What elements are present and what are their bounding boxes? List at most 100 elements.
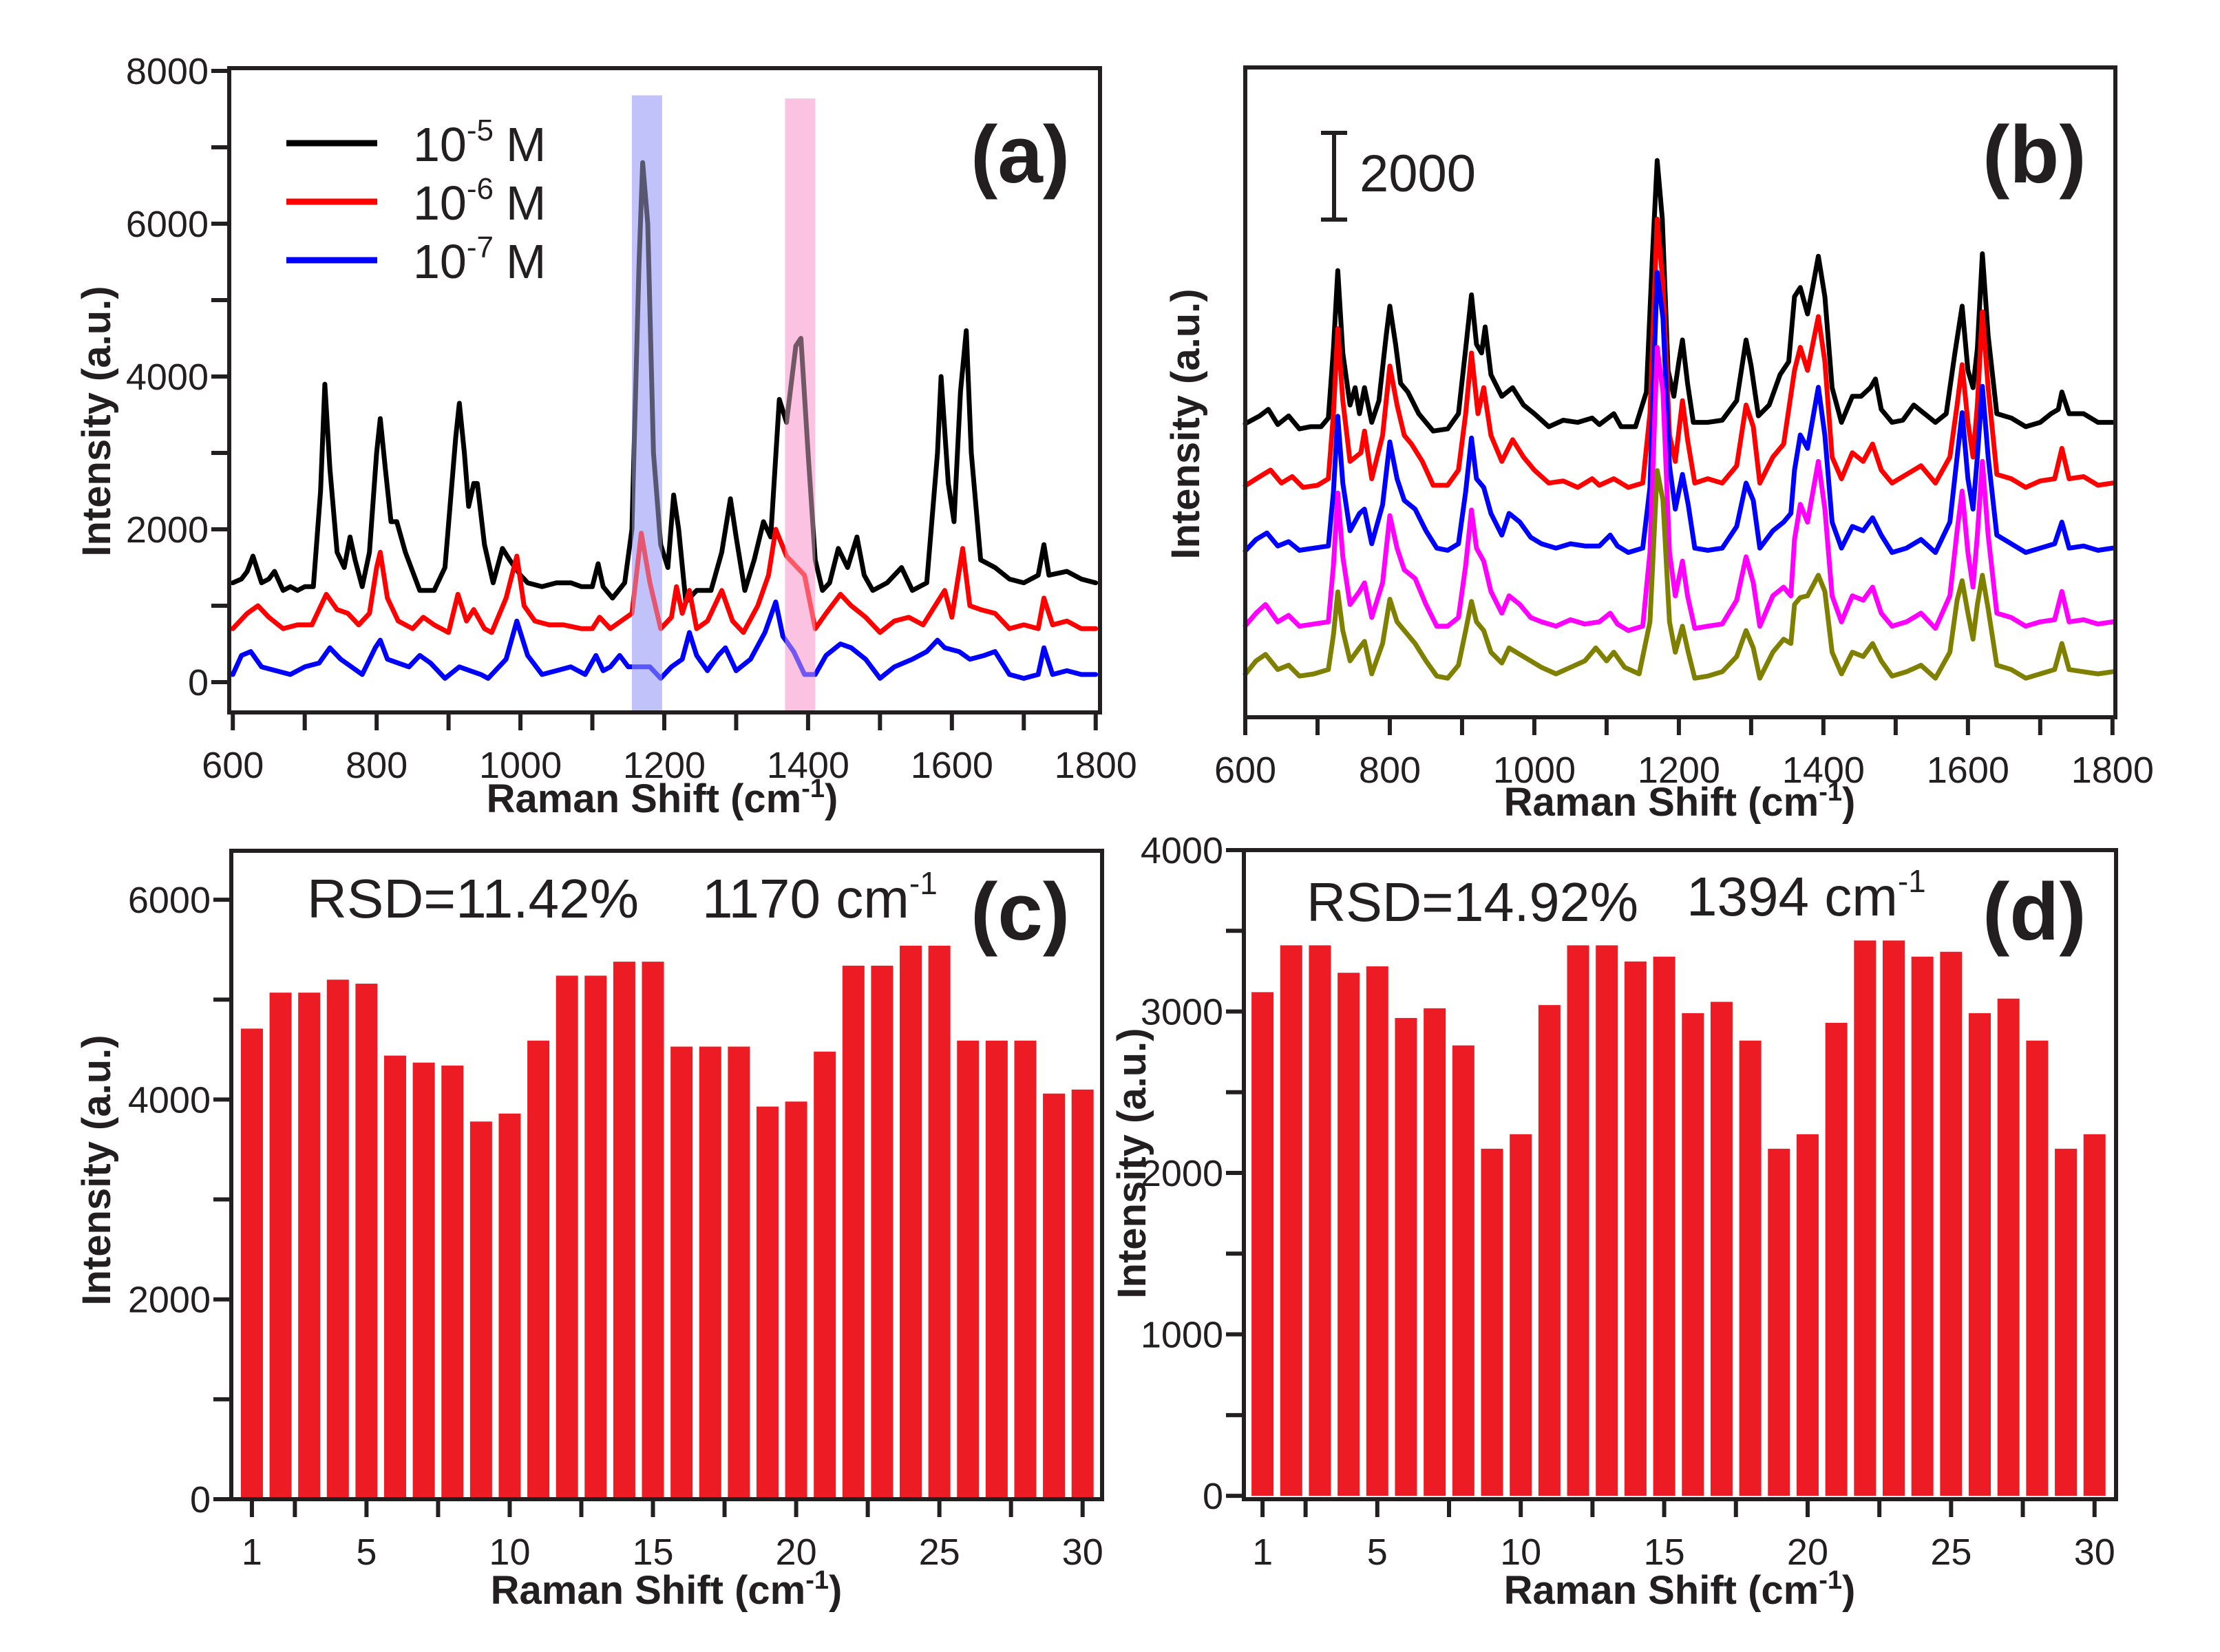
legend-label-exponent: -7	[467, 231, 494, 264]
bar-25	[928, 945, 951, 1499]
panel-a: 600 800 1000 1200 1400 1600 1800 0 2000 4000 6000 8…	[74, 51, 1137, 821]
highlight-band-overlay-1	[631, 95, 662, 713]
bar-12	[1567, 945, 1589, 1496]
panel-label: (a)	[971, 109, 1070, 200]
x-tick-label: 1	[1252, 1532, 1273, 1573]
legend-label-1: 10-5 M	[413, 114, 546, 171]
bar-22	[1854, 940, 1877, 1496]
bar-13	[584, 975, 607, 1499]
y-tick-label: 4000	[128, 1079, 211, 1121]
spectrum-trace-5	[1243, 468, 2115, 681]
x-axis-title-sup: -1	[805, 1566, 829, 1595]
spectrum-trace-1	[230, 160, 1099, 604]
bar-16	[1682, 1013, 1704, 1496]
x-tick-label: 25	[919, 1532, 960, 1573]
bar-17	[1710, 1002, 1733, 1496]
spectrum-trace-3	[1243, 270, 2115, 555]
legend-label-2: 10-6 M	[413, 172, 546, 230]
panel-b: 600 800 1000 1200 1400 1600 1800 2000 (b) Inte…	[1163, 65, 2154, 825]
y-tick-label: 6000	[128, 880, 211, 921]
x-tick-label: 5	[356, 1532, 377, 1573]
bar-23	[1882, 940, 1905, 1496]
x-axis-title-end: )	[1842, 1568, 1855, 1613]
x-tick-label: 30	[2074, 1532, 2115, 1573]
legend-label-exponent: -5	[467, 114, 494, 147]
bar-5	[1366, 966, 1388, 1496]
y-axis-title: Intensity (a.u.)	[1110, 1028, 1154, 1298]
spectrum-trace-1	[1243, 158, 2115, 434]
legend: 10-5 M10-6 M10-7 M	[286, 114, 546, 288]
rsd-annotation: RSD=14.92%	[1307, 871, 1638, 933]
bars	[1251, 940, 2106, 1496]
legend-label-3: 10-7 M	[413, 231, 546, 288]
panel-label: (b)	[1983, 109, 2086, 200]
x-tick-label: 30	[1062, 1532, 1103, 1573]
bar-11	[527, 1040, 550, 1499]
y-tick-label: 4000	[1141, 830, 1223, 871]
scale-bar: 2000	[1321, 131, 1476, 222]
peak-annotation-sup: -1	[909, 865, 938, 901]
bar-19	[756, 1106, 779, 1499]
y-axis-title: Intensity (a.u.)	[74, 1035, 119, 1305]
bar-21	[1825, 1022, 1848, 1496]
bar-16	[670, 1046, 693, 1499]
legend-label-base: 10	[413, 118, 467, 171]
bar-20	[1796, 1134, 1819, 1496]
x-tick-label: 1000	[479, 745, 562, 786]
bar-19	[1768, 1148, 1790, 1496]
bar-13	[1596, 945, 1618, 1496]
bar-8	[1452, 1045, 1474, 1496]
peak-annotation-main: 1394 cm	[1687, 866, 1898, 927]
bar-15	[642, 962, 664, 1499]
bar-5	[355, 984, 378, 1499]
x-axis-title: Raman Shift (cm-1)	[1504, 1566, 1856, 1613]
x-tick-label: 10	[1500, 1532, 1541, 1573]
bar-29	[2055, 1148, 2078, 1496]
axes: 600 800 1000 1200 1400 1600 1800	[1214, 65, 2154, 791]
y-tick-label: 2000	[1141, 1153, 1223, 1194]
peak-annotation-sup: -1	[1898, 863, 1926, 899]
bar-8	[441, 1066, 464, 1499]
x-tick-label: 1400	[1782, 750, 1865, 791]
bar-17	[699, 1046, 721, 1499]
y-tick-label: 0	[188, 662, 209, 703]
legend-label-exponent: -6	[467, 172, 494, 206]
x-tick-label: 600	[202, 745, 264, 786]
x-axis-title: Raman Shift (cm-1)	[487, 774, 838, 821]
x-tick-label: 1000	[1493, 750, 1576, 791]
bar-4	[326, 979, 349, 1499]
bar-6	[1395, 1017, 1417, 1496]
y-tick-label: 1000	[1141, 1315, 1223, 1356]
bar-30	[1071, 1089, 1094, 1499]
bar-2	[1280, 945, 1302, 1496]
spectrum-trace-4	[1243, 345, 2115, 633]
legend-label-base: 10	[413, 176, 467, 230]
x-tick-label: 1600	[911, 745, 993, 786]
x-axis-title: Raman Shift (cm-1)	[491, 1566, 843, 1613]
panel-label: (c)	[971, 867, 1070, 957]
x-axis-title-sup: -1	[1819, 1566, 1842, 1595]
x-tick-label: 10	[489, 1532, 530, 1573]
x-tick-label: 5	[1367, 1532, 1388, 1573]
legend-label-unit: M	[506, 235, 546, 288]
bar-2	[269, 993, 292, 1499]
bar-29	[1043, 1093, 1066, 1499]
y-tick-label: 2000	[126, 509, 209, 551]
legend-label-unit: M	[506, 176, 546, 230]
x-tick-label: 1	[242, 1532, 262, 1573]
bar-22	[842, 965, 865, 1499]
peak-annotation: 1170 cm-1	[702, 865, 938, 929]
bar-15	[1653, 956, 1675, 1496]
spectrum-trace-2	[230, 527, 1099, 635]
bar-14	[1624, 961, 1647, 1496]
y-tick-label: 2000	[128, 1280, 211, 1321]
y-axis-title: Intensity (a.u.)	[1163, 288, 1208, 559]
highlight-band-overlay-2	[785, 98, 816, 712]
bar-27	[985, 1040, 1008, 1499]
x-tick-label: 25	[1930, 1532, 1971, 1573]
y-tick-label: 3000	[1141, 992, 1223, 1033]
peak-annotation: 1394 cm-1	[1687, 863, 1926, 927]
legend-label-base: 10	[413, 235, 467, 288]
